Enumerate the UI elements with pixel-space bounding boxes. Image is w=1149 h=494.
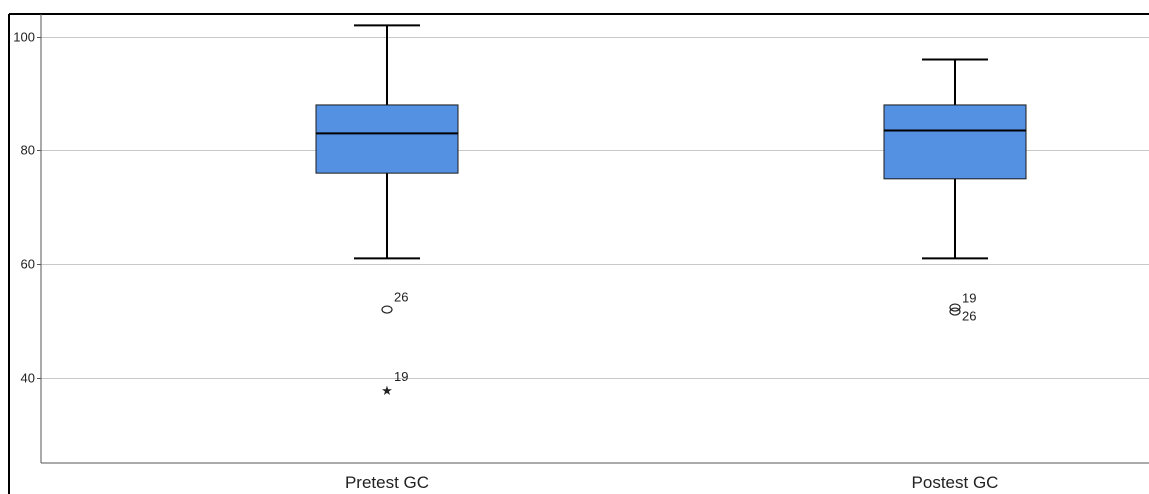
outlier-circle: [381, 305, 393, 314]
box-series: [315, 24, 1027, 260]
gridlines: [41, 37, 1149, 379]
outlier-case-label: 26: [394, 290, 408, 305]
y-axis-ticks: 40 60 80 100: [13, 30, 41, 386]
outlier-case-label: 26: [962, 309, 976, 324]
y-tick-label: 40: [21, 371, 35, 386]
iqr-box: [883, 104, 1027, 180]
box-1: [315, 24, 459, 260]
y-tick-label: 100: [13, 30, 35, 45]
outlier-star: ★: [381, 384, 393, 399]
outlier-circle: [949, 303, 961, 312]
y-tick-label: 60: [21, 257, 35, 272]
iqr-box: [315, 104, 459, 174]
x-axis-labels: Pretest GC Postest GC: [345, 473, 999, 492]
y-tick-label: 80: [21, 143, 35, 158]
outlier-case-label: 19: [394, 369, 408, 384]
x-category-label: Postest GC: [912, 473, 999, 492]
outlier-case-label: 19: [962, 291, 976, 306]
plot-frame: [8, 13, 1149, 494]
outlier-circle: [949, 307, 961, 316]
box-2: [883, 58, 1027, 260]
x-category-label: Pretest GC: [345, 473, 429, 492]
